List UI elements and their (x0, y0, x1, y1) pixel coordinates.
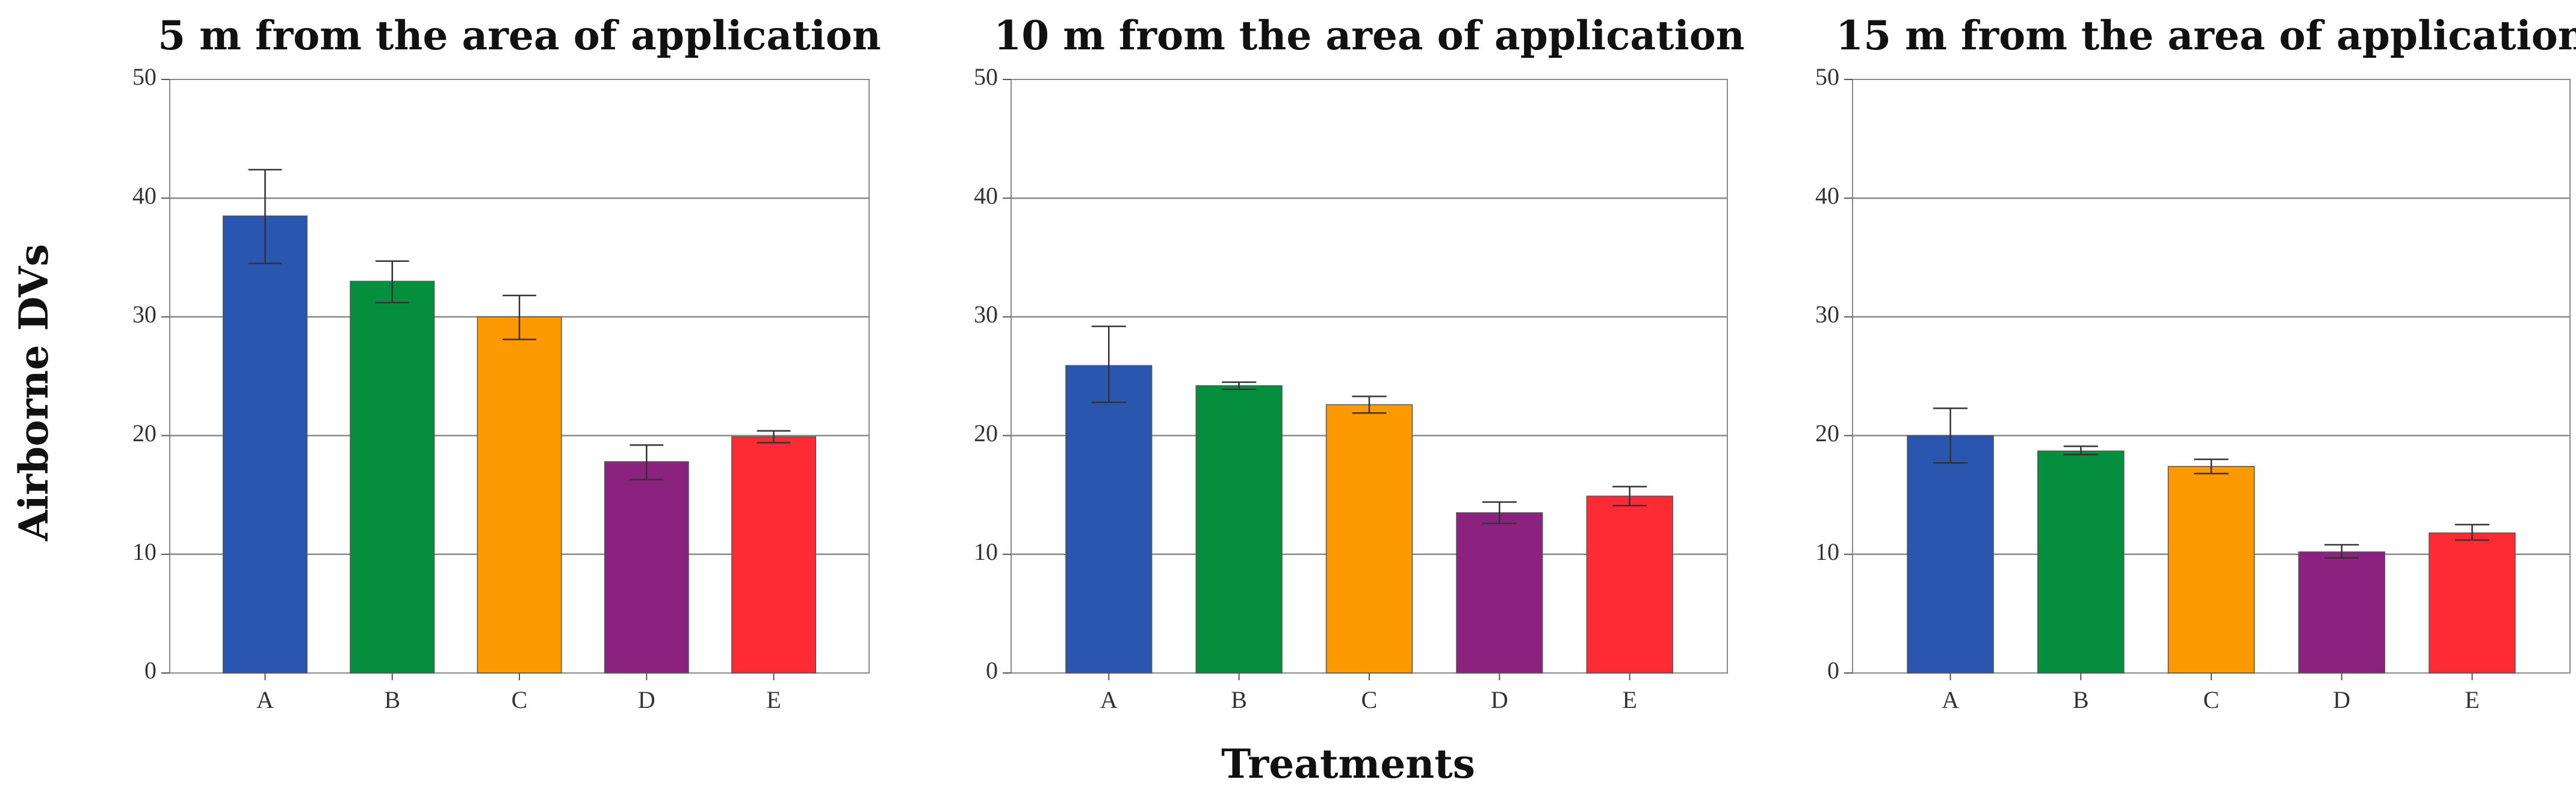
category-label: D (638, 686, 655, 713)
y-tick-label: 50 (974, 63, 998, 90)
y-tick-label: 0 (144, 657, 156, 684)
y-tick-label: 40 (132, 182, 156, 209)
category-label: D (1491, 686, 1508, 713)
y-tick-label: 10 (132, 538, 156, 565)
category-label: B (1231, 686, 1247, 713)
category-label: B (2073, 686, 2089, 713)
bar-e (2429, 532, 2516, 674)
bar-c (477, 316, 562, 674)
y-tick-label: 50 (132, 63, 156, 90)
category-label: E (2465, 686, 2479, 713)
y-tick-label: 40 (1815, 182, 1839, 209)
panels: 5 m from the area of application 0 10 20 30 4… (132, 12, 2576, 713)
chart-panel: 10 m from the area of application 0 10 20 30… (974, 12, 1745, 713)
chart-panel: 15 m from the area of application 0 10 20 30… (1815, 12, 2576, 713)
y-tick-label: 10 (1815, 538, 1839, 565)
y-tick-label: 20 (974, 420, 998, 447)
bar-c (1325, 404, 1413, 674)
y-tick-label: 40 (974, 182, 998, 209)
panel-title: 15 m from the area of application (1836, 12, 2576, 59)
bar-b (1195, 385, 1283, 674)
bar-b (2037, 450, 2125, 674)
category-label: A (1942, 686, 1959, 713)
category-label: E (766, 686, 781, 713)
bar-d (1456, 512, 1543, 674)
category-label: E (1623, 686, 1637, 713)
category-label: D (2333, 686, 2350, 713)
bar-b (350, 281, 435, 674)
y-tick-label: 30 (132, 301, 156, 328)
y-tick-label: 20 (1815, 420, 1839, 447)
bar-a (222, 216, 308, 674)
category-label: C (2203, 686, 2220, 713)
category-label: C (1361, 686, 1378, 713)
y-tick-label: 30 (1815, 301, 1839, 328)
bar-e (731, 436, 817, 674)
panel-title: 5 m from the area of application (158, 12, 881, 59)
x-axis-title: Treatments (1221, 740, 1475, 787)
y-axis-title: Airborne DVs (10, 244, 57, 541)
category-label: B (384, 686, 400, 713)
y-tick-label: 50 (1815, 63, 1839, 90)
panel-title: 10 m from the area of application (994, 12, 1744, 59)
category-label: A (1100, 686, 1118, 713)
category-label: C (512, 686, 528, 713)
y-tick-label: 0 (1827, 657, 1839, 684)
y-tick-label: 0 (986, 657, 998, 684)
bar-d (604, 461, 689, 674)
y-tick-label: 20 (132, 420, 156, 447)
chart-panel: 5 m from the area of application 0 10 20 30 4… (132, 12, 881, 713)
category-label: A (256, 686, 274, 713)
y-tick-label: 10 (974, 538, 998, 565)
bar-a (1065, 365, 1153, 674)
bar-e (1586, 495, 1673, 674)
bar-a (1907, 435, 1994, 674)
bar-d (2298, 551, 2385, 674)
bar-c (2167, 466, 2255, 674)
y-tick-label: 30 (974, 301, 998, 328)
